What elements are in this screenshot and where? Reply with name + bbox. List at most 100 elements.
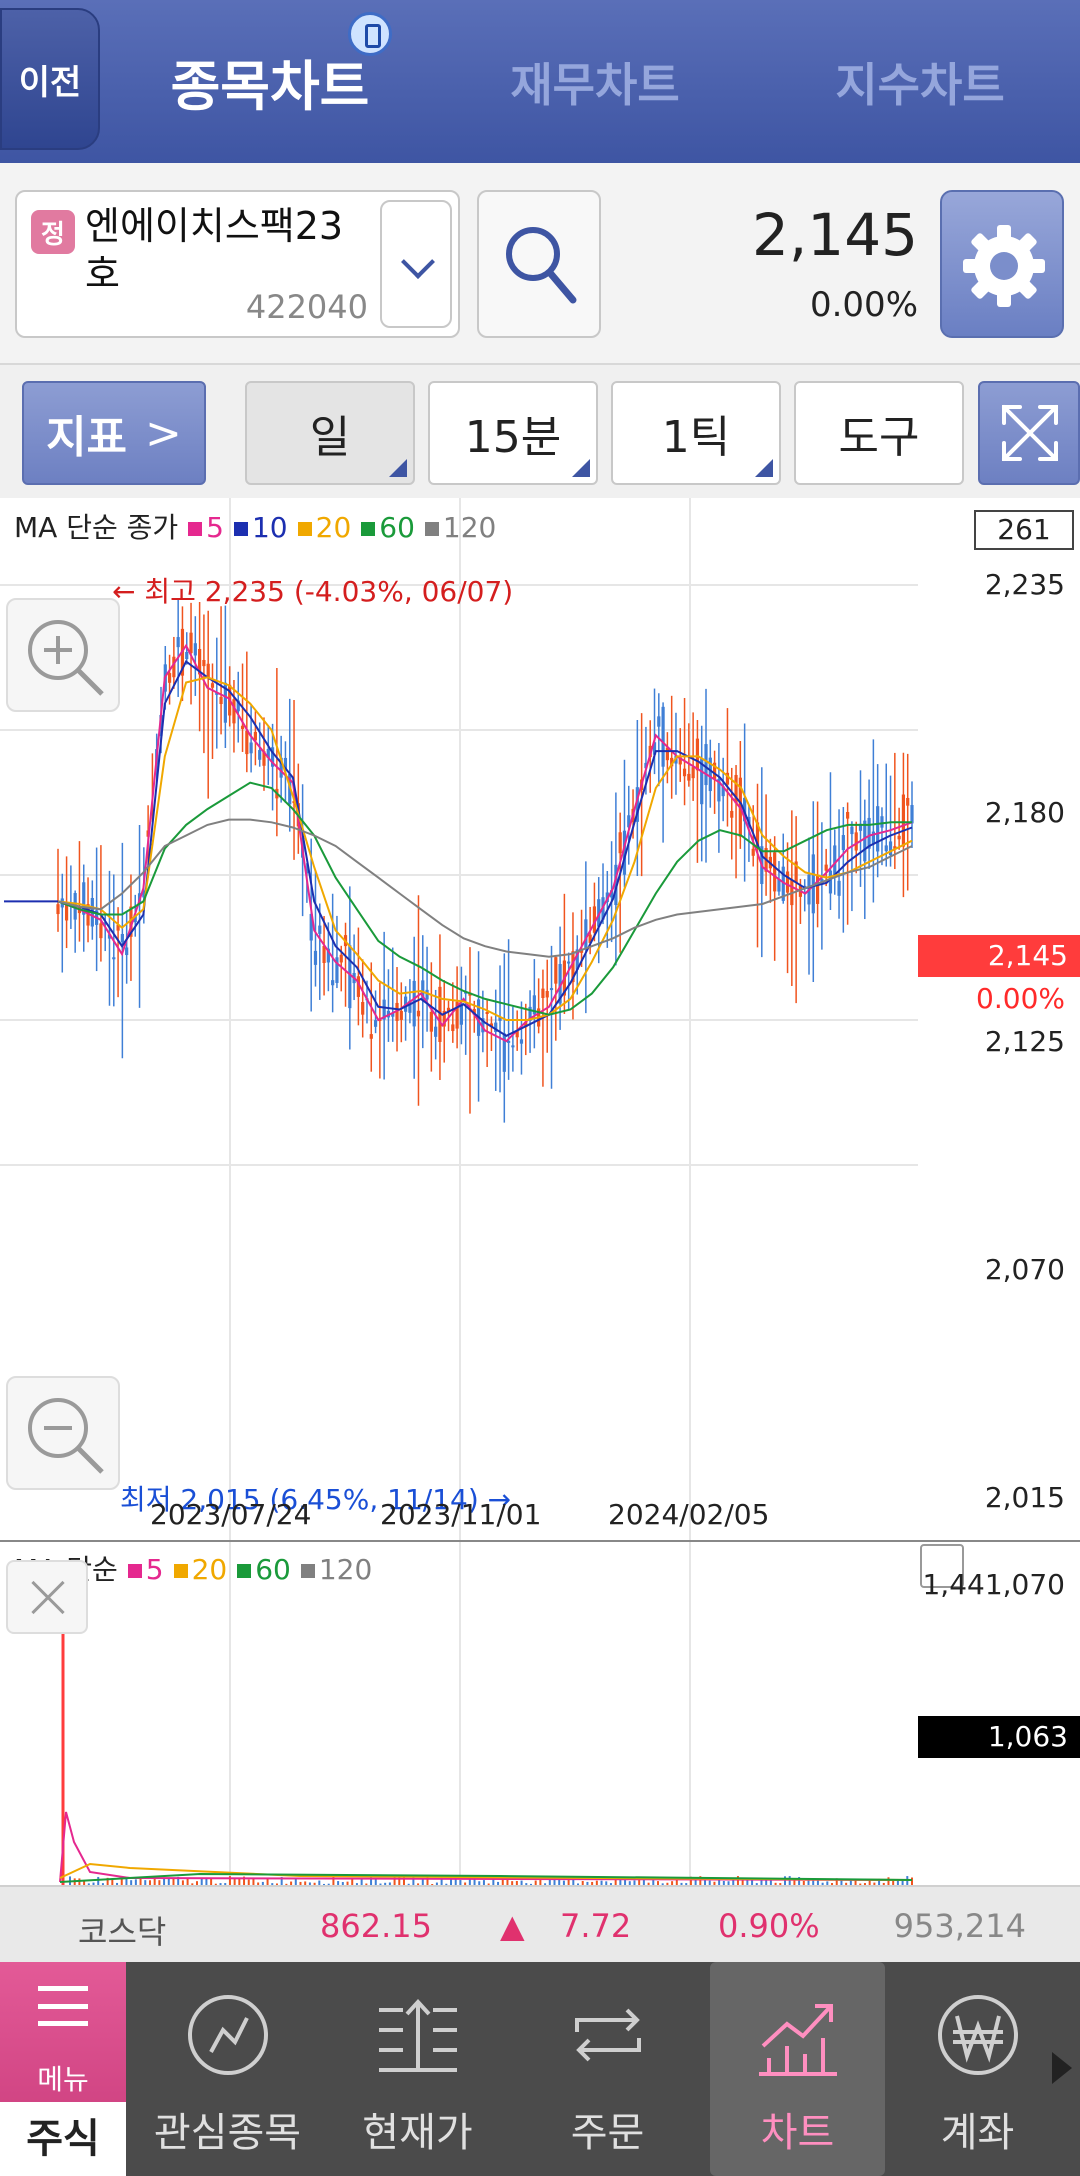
candle-body xyxy=(373,1020,378,1027)
candle-body xyxy=(777,879,781,892)
candle-body xyxy=(725,772,730,785)
candle-body xyxy=(335,957,339,983)
candle-body xyxy=(107,934,112,939)
price-chart[interactable]: MA 단순 종가 5 10 20 60 120 261 2,235 2,180 2,125… xyxy=(0,498,1080,1540)
candle-body xyxy=(206,663,210,679)
candle-body xyxy=(687,773,691,781)
candle-body xyxy=(815,876,820,904)
menu-button[interactable]: 메뉴 주식 xyxy=(0,1962,126,2176)
vol-ma60-label: 60 xyxy=(255,1553,291,1586)
nav-watchlist-label: 관심종목 xyxy=(153,2110,302,2156)
ma20-line xyxy=(57,676,913,1021)
indicator-button[interactable]: 지표 > xyxy=(22,381,206,485)
candle-body xyxy=(425,989,429,1000)
candle-body xyxy=(811,854,815,914)
candle-body xyxy=(622,830,627,875)
chevron-down-icon[interactable] xyxy=(380,200,452,328)
current-volume-marker: 1,063 xyxy=(918,1716,1080,1758)
candle-body xyxy=(734,774,738,804)
candle-body xyxy=(253,731,258,741)
candle-body xyxy=(481,1018,485,1033)
nav-order-label: 주문 xyxy=(570,2110,645,2156)
chevron-right-icon: > xyxy=(145,407,182,459)
expand-button[interactable] xyxy=(978,381,1080,485)
candle-body xyxy=(571,951,575,983)
search-button[interactable] xyxy=(477,190,601,338)
back-button[interactable]: 이전 xyxy=(0,8,100,150)
candle-body xyxy=(429,1011,433,1032)
sync-icon[interactable] xyxy=(348,12,392,56)
candle-body xyxy=(279,757,283,778)
candle-body xyxy=(704,744,708,786)
tab-index-chart[interactable]: 지수차트 xyxy=(835,57,1005,112)
index-ticker[interactable]: 코스닥 862.15 ▲ 7.72 0.90% 953,214 xyxy=(0,1885,1080,1962)
candle-body xyxy=(880,816,884,828)
candle-body xyxy=(103,922,107,925)
candle-body xyxy=(785,871,790,893)
nav-current-price[interactable]: 현재가 xyxy=(330,1962,505,2176)
candle-body xyxy=(906,797,910,806)
ma5-swatch xyxy=(188,522,203,536)
candle-body xyxy=(129,906,133,937)
watchlist-icon xyxy=(188,1995,268,2075)
zoom-in-button[interactable] xyxy=(6,598,120,712)
candle-body xyxy=(700,758,704,805)
candle-body xyxy=(897,835,901,840)
candle-body xyxy=(695,738,700,771)
vol-ma5-label: 5 xyxy=(145,1553,164,1586)
candle-body xyxy=(189,632,193,654)
tools-button[interactable]: 도구 xyxy=(794,381,964,485)
tab-stock-chart[interactable]: 종목차트 xyxy=(170,55,370,118)
nav-current-price-label: 현재가 xyxy=(362,2110,473,2156)
candle-body xyxy=(232,699,236,724)
menu-label: 메뉴 xyxy=(37,2063,89,2096)
candle-body xyxy=(652,742,657,755)
close-volume-button[interactable] xyxy=(6,1560,88,1634)
candle-body xyxy=(498,1016,502,1021)
candle-body xyxy=(755,822,760,849)
nav-order[interactable]: 주문 xyxy=(520,1962,695,2176)
candle-body xyxy=(644,762,648,769)
stock-tag-badge: 정 xyxy=(31,210,75,254)
candle-body xyxy=(133,914,137,923)
candle-body xyxy=(794,861,798,883)
nav-chart[interactable]: 차트 xyxy=(710,1962,885,2176)
y-tick-label: 2,070 xyxy=(984,1253,1065,1286)
candle-body xyxy=(64,904,69,921)
candle-body xyxy=(485,1011,489,1014)
ma60-swatch xyxy=(361,522,376,536)
nav-account[interactable]: 계좌 xyxy=(890,1962,1065,2176)
candle-count[interactable]: 261 xyxy=(974,510,1074,550)
candle-body xyxy=(901,794,906,847)
current-price-icon xyxy=(379,1999,457,2072)
candle-body xyxy=(661,706,665,767)
period-day-button[interactable]: 일 xyxy=(245,381,415,485)
zoom-out-icon xyxy=(28,1398,104,1474)
candle-body xyxy=(313,950,318,965)
tab-financial-chart[interactable]: 재무차트 xyxy=(510,57,680,112)
nav-more-arrow-icon[interactable] xyxy=(1052,2052,1072,2084)
candle-body xyxy=(451,1024,455,1032)
candle-body xyxy=(283,757,288,771)
chart-toolbar: 지표 > 일 15분 1틱 도구 xyxy=(0,363,1080,498)
candle-body xyxy=(249,742,253,754)
stock-code: 422040 xyxy=(245,288,368,326)
candle-body xyxy=(627,815,631,828)
candle-body xyxy=(751,848,755,856)
menu-category-stock[interactable]: 주식 xyxy=(0,2102,126,2176)
period-1tick-button[interactable]: 1틱 xyxy=(611,381,781,485)
zoom-out-button[interactable] xyxy=(6,1376,120,1490)
candle-body xyxy=(773,852,777,892)
candle-body xyxy=(519,1039,524,1044)
volume-chart-canvas xyxy=(0,1542,918,1887)
index-name: 코스닥 xyxy=(78,1913,167,1951)
stock-selector[interactable]: 정 엔에이치스팩23호 422040 xyxy=(15,190,460,338)
period-15min-button[interactable]: 15분 xyxy=(428,381,598,485)
ma10-swatch xyxy=(233,522,248,536)
settings-button[interactable] xyxy=(940,190,1064,338)
candle-body xyxy=(455,1001,459,1029)
nav-watchlist[interactable]: 관심종목 xyxy=(140,1962,315,2176)
scroll-up-icon[interactable] xyxy=(920,1544,964,1588)
candle-body xyxy=(236,700,240,712)
